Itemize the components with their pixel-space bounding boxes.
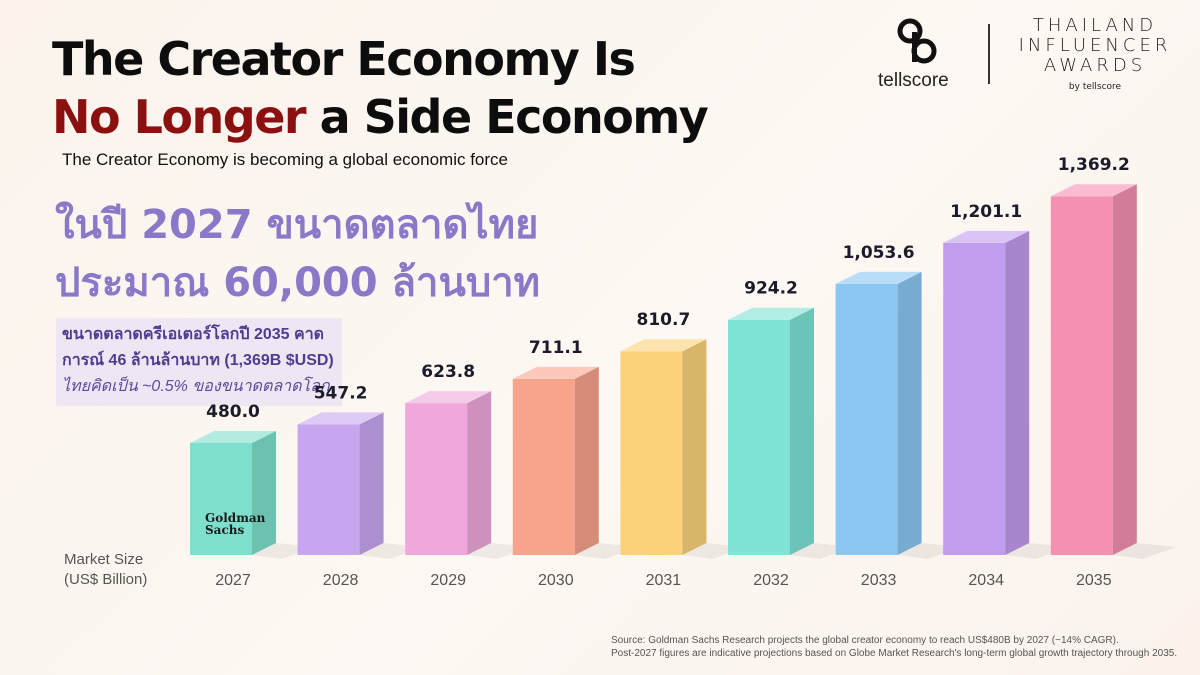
thai-note-line-3: ไทยคิดเป็น ~0.5% ของขนาดตลาดโลก bbox=[62, 378, 330, 395]
x-tick-label: 2035 bbox=[1076, 572, 1112, 589]
goldman-line-1: Goldman bbox=[205, 511, 266, 525]
bar-2035 bbox=[1050, 184, 1177, 559]
x-tick-label: 2034 bbox=[968, 572, 1004, 589]
bar-front-face bbox=[190, 443, 252, 555]
bar-2028 bbox=[297, 412, 424, 559]
bar-value-label: 810.7 bbox=[637, 310, 691, 330]
bar-top-face bbox=[190, 431, 276, 443]
bar-top-face bbox=[728, 307, 814, 320]
bar-side-face bbox=[1005, 230, 1030, 555]
bar-value-label: 924.2 bbox=[744, 279, 798, 299]
bar-side-face bbox=[1112, 184, 1137, 555]
bar-value-label: 1,369.2 bbox=[1058, 155, 1130, 175]
bar-top-face bbox=[297, 412, 384, 425]
bar-front-face bbox=[835, 283, 898, 555]
bar-front-face bbox=[728, 319, 790, 555]
bar-side-face bbox=[682, 339, 707, 555]
bar-side-face bbox=[574, 366, 599, 555]
award-line-1: THAILAND bbox=[1032, 15, 1158, 36]
y-axis-label: Market Size (US$ Billion) bbox=[64, 550, 147, 590]
bar-value-label: 1,053.6 bbox=[843, 243, 915, 263]
source-line-1: Source: Goldman Sachs Research projects … bbox=[611, 635, 1119, 646]
title-accent: No Longer bbox=[52, 90, 307, 144]
subtitle: The Creator Economy is becoming a global… bbox=[62, 150, 508, 169]
bar-front-face bbox=[405, 403, 468, 555]
bar-front-face bbox=[620, 351, 683, 555]
thai-headline: ในปี 2027 ขนาดตลาดไทย ประมาณ 60,000 ล้าน… bbox=[55, 196, 540, 312]
bar-front-face bbox=[297, 424, 360, 555]
title-line-1: The Creator Economy Is bbox=[52, 32, 636, 86]
bar-top-face bbox=[943, 230, 1030, 243]
thai-headline-line-2: ประมาณ 60,000 ล้านบาท bbox=[55, 260, 541, 306]
bar-front-face bbox=[943, 242, 1006, 555]
x-tick-label: 2029 bbox=[430, 572, 466, 589]
x-tick-label: 2030 bbox=[538, 572, 574, 589]
award-line-2: INFLUENCER bbox=[1018, 35, 1172, 56]
x-tick-label: 2027 bbox=[215, 572, 251, 589]
bar-top-face bbox=[620, 339, 707, 352]
page-title: The Creator Economy Is No Longer a Side … bbox=[52, 30, 709, 146]
bar-2030 bbox=[512, 366, 639, 559]
title-line-2-rest: a Side Economy bbox=[305, 90, 709, 144]
thai-note-line-1: ขนาดตลาดครีเอเตอร์โลกปี 2035 คาด bbox=[62, 326, 325, 343]
source-line-2: Post-2027 figures are indicative project… bbox=[611, 648, 1178, 659]
bar-value-label: 1,201.1 bbox=[950, 202, 1022, 222]
thai-note-line-2: การณ์ 46 ล้านล้านบาท (1,369B $USD) bbox=[62, 352, 334, 369]
tellscore-mark-icon bbox=[897, 18, 937, 64]
bar-value-label: 480.0 bbox=[206, 402, 260, 422]
award-by: by tellscore bbox=[1068, 82, 1122, 92]
bar-front-face bbox=[512, 378, 575, 555]
bar-side-face bbox=[790, 307, 814, 555]
bar-top-face bbox=[835, 271, 922, 284]
bar-side-face bbox=[252, 431, 276, 555]
bar-2029 bbox=[405, 391, 532, 559]
bar-value-label: 547.2 bbox=[314, 383, 368, 403]
goldman-sachs-logo: Goldman Sachs bbox=[205, 512, 265, 536]
x-tick-label: 2033 bbox=[861, 572, 897, 589]
award-logo: THAILAND INFLUENCER AWARDS by tellscore bbox=[1005, 15, 1185, 93]
logo-divider bbox=[988, 24, 990, 84]
bar-2034 bbox=[943, 230, 1070, 559]
y-axis-label-line-1: Market Size bbox=[64, 551, 144, 568]
source-note: Source: Goldman Sachs Research projects … bbox=[611, 634, 1177, 660]
bar-value-label: 623.8 bbox=[421, 362, 475, 382]
bar-front-face bbox=[1050, 196, 1113, 555]
x-tick-label: 2032 bbox=[753, 572, 789, 589]
thai-note-box: ขนาดตลาดครีเอเตอร์โลกปี 2035 คาด การณ์ 4… bbox=[56, 318, 342, 406]
title-line-2: No Longer a Side Economy bbox=[52, 88, 709, 146]
bar-2027 bbox=[190, 431, 316, 559]
bar-top-face bbox=[512, 366, 599, 379]
bar-top-face bbox=[405, 391, 492, 404]
bar-2031 bbox=[620, 339, 747, 559]
bar-2032 bbox=[728, 307, 854, 559]
bar-top-face bbox=[1050, 184, 1137, 197]
goldman-line-2: Sachs bbox=[205, 523, 245, 537]
bar-side-face bbox=[467, 391, 492, 555]
thai-headline-line-1: ในปี 2027 ขนาดตลาดไทย bbox=[55, 202, 539, 248]
bar-value-label: 711.1 bbox=[529, 338, 583, 358]
y-axis-label-line-2: (US$ Billion) bbox=[64, 571, 148, 588]
tellscore-logo: tellscore bbox=[872, 18, 972, 98]
x-tick-label: 2028 bbox=[323, 572, 359, 589]
bar-side-face bbox=[359, 412, 384, 555]
bar-2033 bbox=[835, 271, 962, 559]
award-line-3: AWARDS bbox=[1043, 55, 1147, 76]
bar-side-face bbox=[897, 271, 922, 555]
x-tick-label: 2031 bbox=[646, 572, 682, 589]
tellscore-wordmark: tellscore bbox=[878, 70, 949, 91]
